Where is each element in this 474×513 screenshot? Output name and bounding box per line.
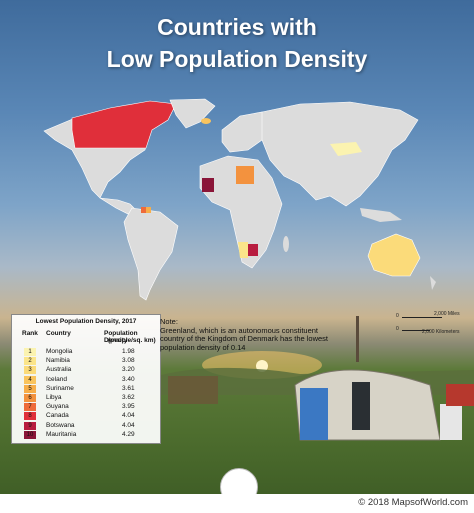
greenland — [169, 98, 216, 129]
legend-density: 4.29 — [122, 430, 135, 438]
country-mongolia — [330, 142, 362, 156]
chimney — [356, 316, 359, 362]
person — [352, 382, 370, 430]
legend-country: Iceland — [46, 375, 67, 383]
header-density-unit: (people/sq. km) — [108, 337, 156, 344]
legend-row: 3 Australia 3.20 — [12, 366, 160, 375]
note-text: Greenland, which is an autonomous consti… — [160, 325, 329, 352]
country-australia — [367, 233, 421, 277]
legend-row: 10 Mauritania 4.29 — [12, 430, 160, 440]
car — [446, 384, 474, 406]
rank-swatch: 7 — [24, 403, 36, 412]
country-libya — [236, 166, 254, 184]
legend-density: 3.62 — [122, 394, 135, 401]
scale-bar-km — [402, 330, 430, 331]
legend-row: 2 Namibia 3.08 — [12, 357, 160, 366]
satellite-dish — [440, 404, 462, 440]
scale-bar-miles — [402, 317, 442, 318]
scale-miles: 2,000 Miles — [434, 311, 460, 317]
country-botswana — [248, 244, 258, 256]
legend-row: 6 Libya 3.62 — [12, 394, 160, 403]
map-scale: 0 2,000 Miles 0 2,000 Kilometers — [396, 308, 466, 338]
country-mauritania — [202, 178, 214, 192]
country-iceland — [201, 118, 211, 124]
header-rank: Rank — [22, 330, 38, 337]
scale-zero-1: 0 — [396, 313, 399, 319]
country-namibia — [238, 242, 248, 258]
africa — [199, 155, 283, 269]
legend-row: 1 Mongolia 1.98 — [12, 348, 160, 357]
rank-swatch: 8 — [24, 412, 36, 421]
scale-zero-2: 0 — [396, 326, 399, 332]
copyright: © 2018 MapsofWorld.com — [358, 497, 468, 508]
madagascar — [283, 236, 289, 252]
legend-country: Canada — [46, 412, 69, 420]
legend-density: 3.40 — [122, 375, 135, 383]
sun — [256, 360, 268, 372]
legend-table: Lowest Population Density, 2017 Rank Cou… — [11, 314, 161, 444]
legend-density: 1.98 — [122, 348, 135, 355]
legend-title: Lowest Population Density, 2017 — [35, 318, 137, 325]
title-line-1: Countries with — [157, 14, 317, 40]
note-block: Note: Greenland, which is an autonomous … — [160, 317, 335, 352]
rank-swatch: 2 — [24, 357, 36, 366]
country-suriname — [146, 207, 151, 213]
header-country: Country — [46, 330, 71, 337]
legend-country: Mauritania — [46, 430, 77, 438]
legend-density: 3.61 — [122, 384, 135, 392]
footer-bar: © 2018 MapsofWorld.com — [0, 494, 474, 513]
legend-row: 8 Canada 4.04 — [12, 412, 160, 421]
legend-density: 3.20 — [122, 366, 135, 374]
legend-row: 5 Suriname 3.61 — [12, 384, 160, 394]
legend-country: Namibia — [46, 357, 70, 365]
country-canada — [71, 100, 177, 149]
cart — [168, 376, 218, 404]
rank-swatch: 3 — [24, 366, 36, 375]
new-zealand — [430, 276, 436, 290]
rank-swatch: 6 — [24, 394, 36, 402]
legend-country: Australia — [46, 366, 72, 374]
title-line-2: Low Population Density — [106, 46, 368, 72]
legend-density: 4.04 — [122, 421, 135, 429]
rank-swatch: 5 — [24, 384, 36, 393]
legend-country: Suriname — [46, 384, 74, 392]
legend-density: 4.04 — [122, 412, 135, 420]
legend-row: 7 Guyana 3.95 — [12, 403, 160, 412]
legend-country: Botswana — [46, 421, 75, 429]
rank-swatch: 10 — [24, 430, 36, 439]
rank-swatch: 1 — [24, 348, 36, 356]
country-guyana — [141, 207, 146, 213]
rank-swatch: 9 — [24, 421, 36, 430]
legend-row: 9 Botswana 4.04 — [12, 421, 160, 431]
legend-density: 3.08 — [122, 357, 135, 365]
south-america — [123, 207, 179, 301]
legend-country: Mongolia — [46, 348, 73, 355]
header-density: Population Density — [104, 330, 138, 344]
indonesia — [360, 208, 402, 222]
legend-density: 3.95 — [122, 403, 135, 411]
note-heading: Note: — [160, 317, 178, 326]
rank-swatch: 4 — [24, 375, 36, 384]
legend-country: Guyana — [46, 403, 69, 411]
scale-km: 2,000 Kilometers — [422, 329, 460, 335]
yurt-door — [300, 388, 328, 440]
legend-country: Libya — [46, 394, 62, 401]
legend-row: 4 Iceland 3.40 — [12, 375, 160, 385]
